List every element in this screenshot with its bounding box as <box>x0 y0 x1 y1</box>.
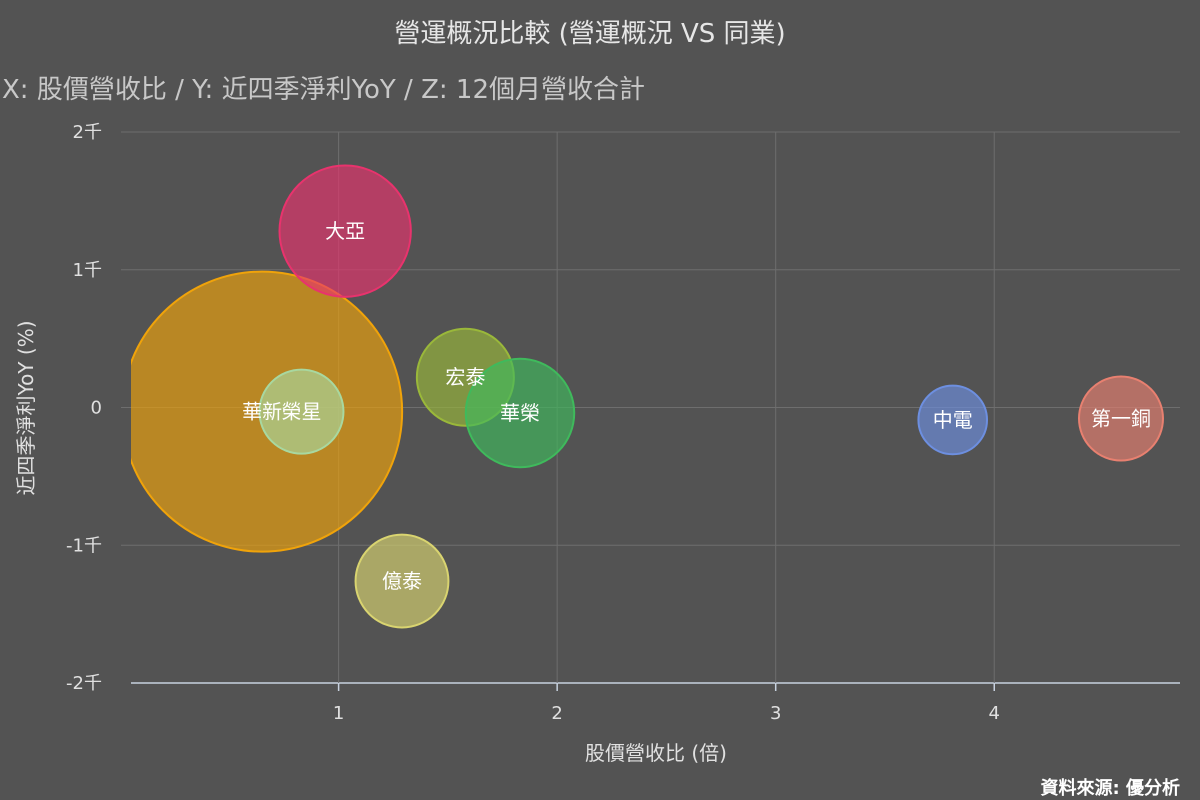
x-axis-title: 股價營收比 (倍) <box>585 741 727 765</box>
source-credit: 資料來源: 優分析 <box>1041 777 1180 799</box>
bubble-中電[interactable] <box>917 384 989 456</box>
bubble-label-中電: 中電 <box>933 408 973 432</box>
x-tick-label: 4 <box>989 703 1000 724</box>
y-tick-label: 1千 <box>73 260 102 281</box>
y-tick-label: -1千 <box>66 535 102 556</box>
bubble-label-榮星: 榮星 <box>281 400 321 424</box>
bubble-label-大亞: 大亞 <box>325 219 365 243</box>
bubble-layer <box>131 164 1164 629</box>
bubble-榮星[interactable] <box>258 368 345 455</box>
chart-title: 營運概況比較 (營運概況 VS 同業) <box>394 19 785 49</box>
bubble-大亞[interactable] <box>278 164 412 298</box>
bubble-華榮[interactable] <box>464 357 576 469</box>
y-axis-title: 近四季淨利YoY (%) <box>14 321 38 496</box>
y-tick-label: 2千 <box>73 122 102 143</box>
y-tick-label: -2千 <box>66 673 102 694</box>
bubble-第一銅[interactable] <box>1077 375 1164 462</box>
bubble-label-億泰: 億泰 <box>382 569 422 593</box>
bubble-億泰[interactable] <box>354 533 450 629</box>
bubble-label-華新: 華新 <box>242 400 282 424</box>
bubble-label-華榮: 華榮 <box>500 401 540 425</box>
bubble-label-宏泰: 宏泰 <box>445 365 485 389</box>
x-tick-label: 1 <box>333 703 344 724</box>
x-tick-label: 3 <box>770 703 781 724</box>
x-tick-label: 2 <box>551 703 562 724</box>
chart-subtitle: X: 股價營收比 / Y: 近四季淨利YoY / Z: 12個月營收合計 <box>2 75 645 105</box>
bubble-label-第一銅: 第一銅 <box>1091 407 1151 431</box>
y-tick-label: 0 <box>91 398 102 419</box>
